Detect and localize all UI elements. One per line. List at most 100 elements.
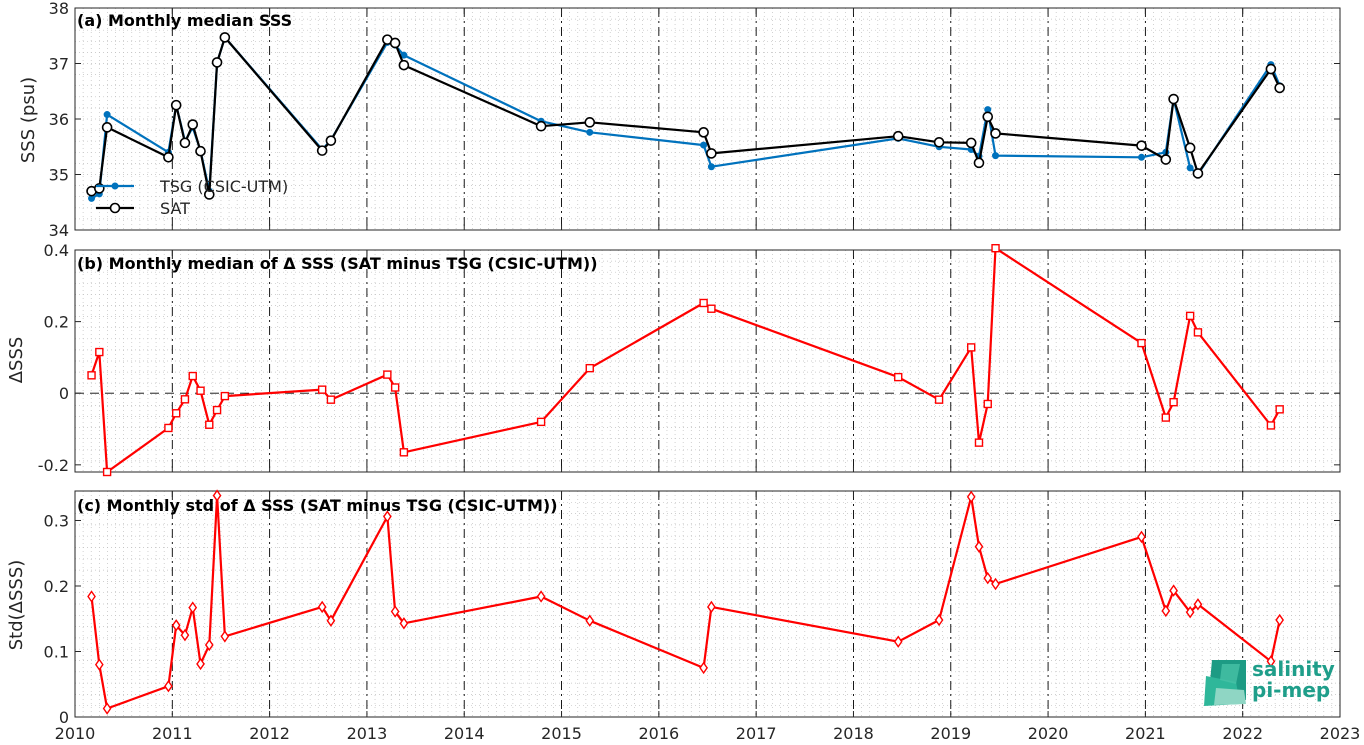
axes-layer: 34 35 36 37 38 -0.2 0 0.2 0.4 0 0.1 0.2 0.3 2010 2011 2… (38, 0, 1361, 743)
data-point (383, 510, 392, 523)
legend-tsg-marker (111, 182, 119, 190)
x-tick-label: 2015 (541, 724, 582, 743)
data-point (1266, 421, 1276, 430)
data-point (990, 128, 1001, 139)
data-point (991, 577, 1000, 591)
data-point (1161, 413, 1171, 422)
data-point (87, 371, 96, 380)
panel-b-ylabel: ΔSSS (6, 337, 27, 384)
y-tick-label: 0 (59, 708, 69, 727)
y-tick-label: 0.1 (44, 642, 69, 661)
data-point (992, 152, 1000, 160)
data-point (389, 37, 401, 49)
data-point (171, 409, 181, 418)
data-point (398, 59, 410, 71)
data-point (103, 111, 111, 119)
data-point (400, 51, 408, 59)
axes-box (74, 249, 1341, 473)
legend: TSG (CSIC-UTM) SAT (96, 177, 288, 218)
data-point (94, 658, 104, 671)
x-tick-label: 2022 (1222, 724, 1263, 743)
data-point (205, 420, 214, 429)
panel-1-plot: -0.2 0 0.2 0.4 (38, 241, 1341, 477)
data-point (974, 540, 984, 553)
data-point (203, 189, 215, 200)
data-point (1265, 63, 1277, 75)
data-point (390, 383, 400, 392)
data-point (933, 137, 945, 148)
panel-b-median-delta-sss: (b) Monthly median of Δ SSS (SAT minus T… (6, 254, 598, 383)
data-point (87, 590, 96, 603)
panel-a-title: (a) Monthly median SSS (77, 11, 292, 30)
data-point (1169, 584, 1178, 597)
x-tick-label: 2023 (1320, 724, 1361, 743)
data-point (707, 163, 715, 171)
panel-0-plot: 34 35 36 37 38 (49, 0, 1341, 240)
data-point (707, 600, 716, 614)
data-point (1275, 613, 1285, 627)
salinity-pi-mep-logo: salinity pi-mep (1204, 657, 1335, 706)
x-tick-label: 2014 (444, 724, 485, 743)
x-tick-label: 2020 (1028, 724, 1069, 743)
x-tick-label: 2021 (1125, 724, 1166, 743)
data-point (536, 417, 546, 427)
data-point (982, 111, 994, 123)
x-tick-label: 2012 (249, 724, 290, 743)
data-point (983, 399, 992, 409)
data-point (1185, 605, 1195, 619)
panel-a-median-sss: (a) Monthly median SSS SSS (psu) (18, 11, 292, 163)
data-point (536, 590, 546, 603)
data-point (179, 137, 191, 149)
y-tick-label: 0.2 (44, 577, 69, 596)
data-point (317, 385, 327, 394)
y-tick-label: 0.4 (44, 241, 69, 260)
data-point (212, 405, 222, 415)
data-point (164, 679, 173, 693)
panel-a-ylabel: SSS (psu) (18, 77, 39, 163)
y-tick-label: 38 (49, 0, 69, 18)
data-point (1137, 530, 1146, 544)
panel-b-title: (b) Monthly median of Δ SSS (SAT minus T… (77, 254, 598, 273)
data-point (196, 386, 205, 395)
logo-line2: pi-mep (1252, 678, 1330, 702)
data-point (1193, 328, 1203, 337)
y-tick-label: 35 (49, 166, 69, 185)
data-point (326, 395, 336, 404)
data-point (585, 363, 594, 373)
data-point (1193, 598, 1203, 611)
x-tick-label: 2019 (930, 724, 971, 743)
data-point (966, 490, 976, 504)
data-point (325, 135, 337, 146)
y-tick-label: 0.3 (44, 511, 69, 530)
data-point (984, 106, 992, 114)
panel-c-title: (c) Monthly std of Δ SSS (SAT minus TSG … (77, 496, 558, 515)
data-point (188, 601, 198, 614)
data-point (399, 448, 409, 457)
data-point (934, 395, 944, 404)
data-point (220, 391, 230, 401)
data-point (1137, 338, 1146, 348)
panel-c-std-delta-sss: (c) Monthly std of Δ SSS (SAT minus TSG … (6, 496, 558, 650)
data-point (164, 423, 173, 433)
data-point (585, 614, 595, 627)
data-point (196, 657, 205, 671)
data-point (195, 145, 206, 157)
data-point (383, 370, 392, 379)
x-tick-label: 2016 (638, 724, 679, 743)
data-point (171, 619, 181, 632)
x-tick-label: 2011 (152, 724, 193, 743)
data-point (584, 117, 596, 128)
data-point (974, 438, 984, 447)
data-point (317, 600, 327, 614)
data-point (390, 605, 400, 618)
data-point (101, 122, 113, 133)
data-point (1136, 140, 1147, 151)
data-point (1184, 142, 1196, 154)
data-point (894, 372, 903, 382)
data-point (180, 395, 190, 404)
data-point (1161, 604, 1171, 618)
panel-2-plot: 0 0.1 0.2 0.3 2010 2011 2012 2013 2014 2015 2016 20… (44, 489, 1361, 743)
y-tick-label: 36 (49, 110, 69, 129)
data-point (1186, 164, 1194, 172)
logo-mark-icon (1204, 660, 1246, 706)
